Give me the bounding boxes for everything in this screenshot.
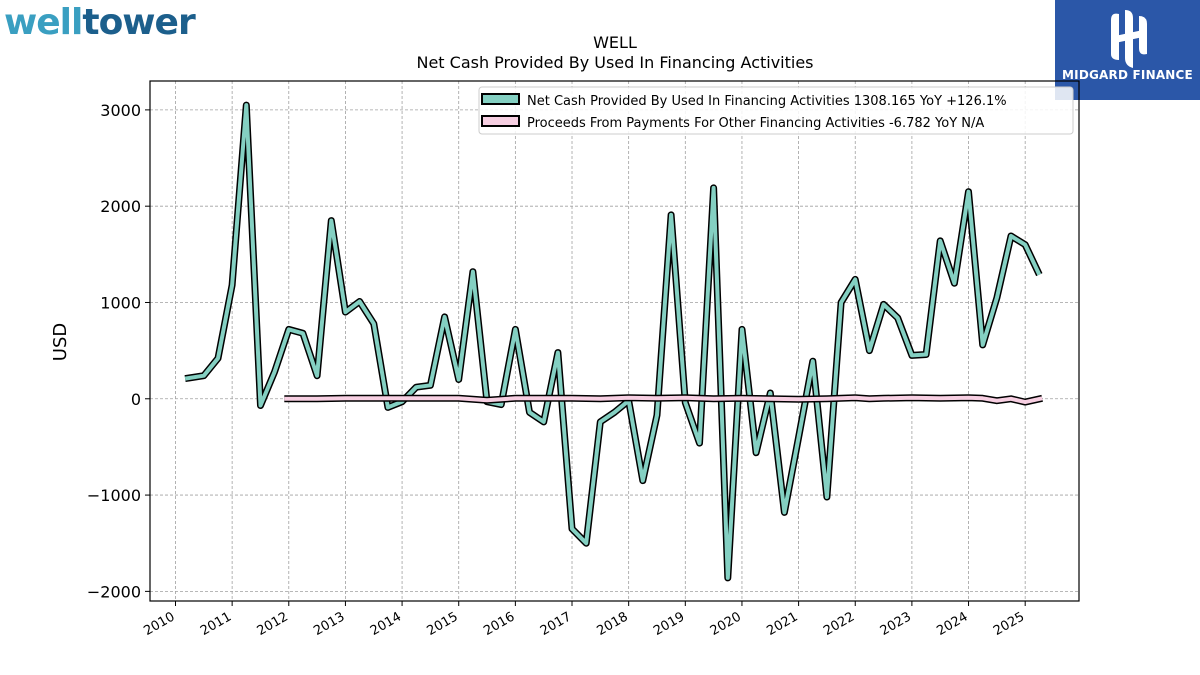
midgard-logo-text: MIDGARD FINANCE [1062,68,1193,82]
legend: Net Cash Provided By Used In Financing A… [478,86,1074,135]
legend-swatch-series-1 [481,93,520,105]
y-tick-label: 0 [131,390,141,409]
x-tick-label: 2017 [538,609,574,639]
y-tick-label: 3000 [100,101,141,120]
x-tick-label: 2012 [255,609,291,639]
x-tick-label: 2021 [764,609,800,639]
welltower-logo: welltower [4,2,196,43]
legend-box [478,86,1074,135]
legend-label-series-2: Proceeds From Payments For Other Financi… [527,116,984,131]
y-axis-label: USD [50,323,71,361]
logo-text-tower: tower [82,2,195,43]
chart-title: WELL [593,33,637,52]
x-tick-label: 2018 [595,609,631,639]
grid-lines [150,81,1079,601]
x-tick-label: 2023 [878,609,914,639]
legend-label-series-1: Net Cash Provided By Used In Financing A… [527,94,1007,109]
series-1-line [184,103,1042,580]
series-2-line [284,395,1043,405]
plot-frame [149,80,1080,602]
legend-swatch-series-2 [481,115,520,127]
x-tick-label: 2013 [311,609,347,639]
x-tick-label: 2020 [708,609,744,639]
y-tick-label: −2000 [87,582,141,601]
x-tick-label: 2024 [934,609,970,639]
x-tick-label: 2022 [821,609,857,639]
x-tick-label: 2016 [481,609,517,639]
x-tick-label: 2010 [141,609,177,639]
y-tick-label: 1000 [100,293,141,312]
logo-text-well: well [4,2,83,43]
x-tick-label: 2014 [368,609,404,639]
y-tick-label: 2000 [100,197,141,216]
x-tick-label: 2015 [425,609,461,639]
series-1-outline [184,101,1043,582]
chart-subtitle: Net Cash Provided By Used In Financing A… [416,53,813,72]
y-tick-label: −1000 [87,486,141,505]
series-lines [184,101,1043,582]
midgard-finance-logo: MIDGARD FINANCE [1055,0,1200,100]
midgard-emblem-icon [1111,10,1147,68]
x-tick-label: 2025 [991,609,1027,639]
x-tick-label: 2019 [651,609,687,639]
x-tick-label: 2011 [198,609,234,639]
